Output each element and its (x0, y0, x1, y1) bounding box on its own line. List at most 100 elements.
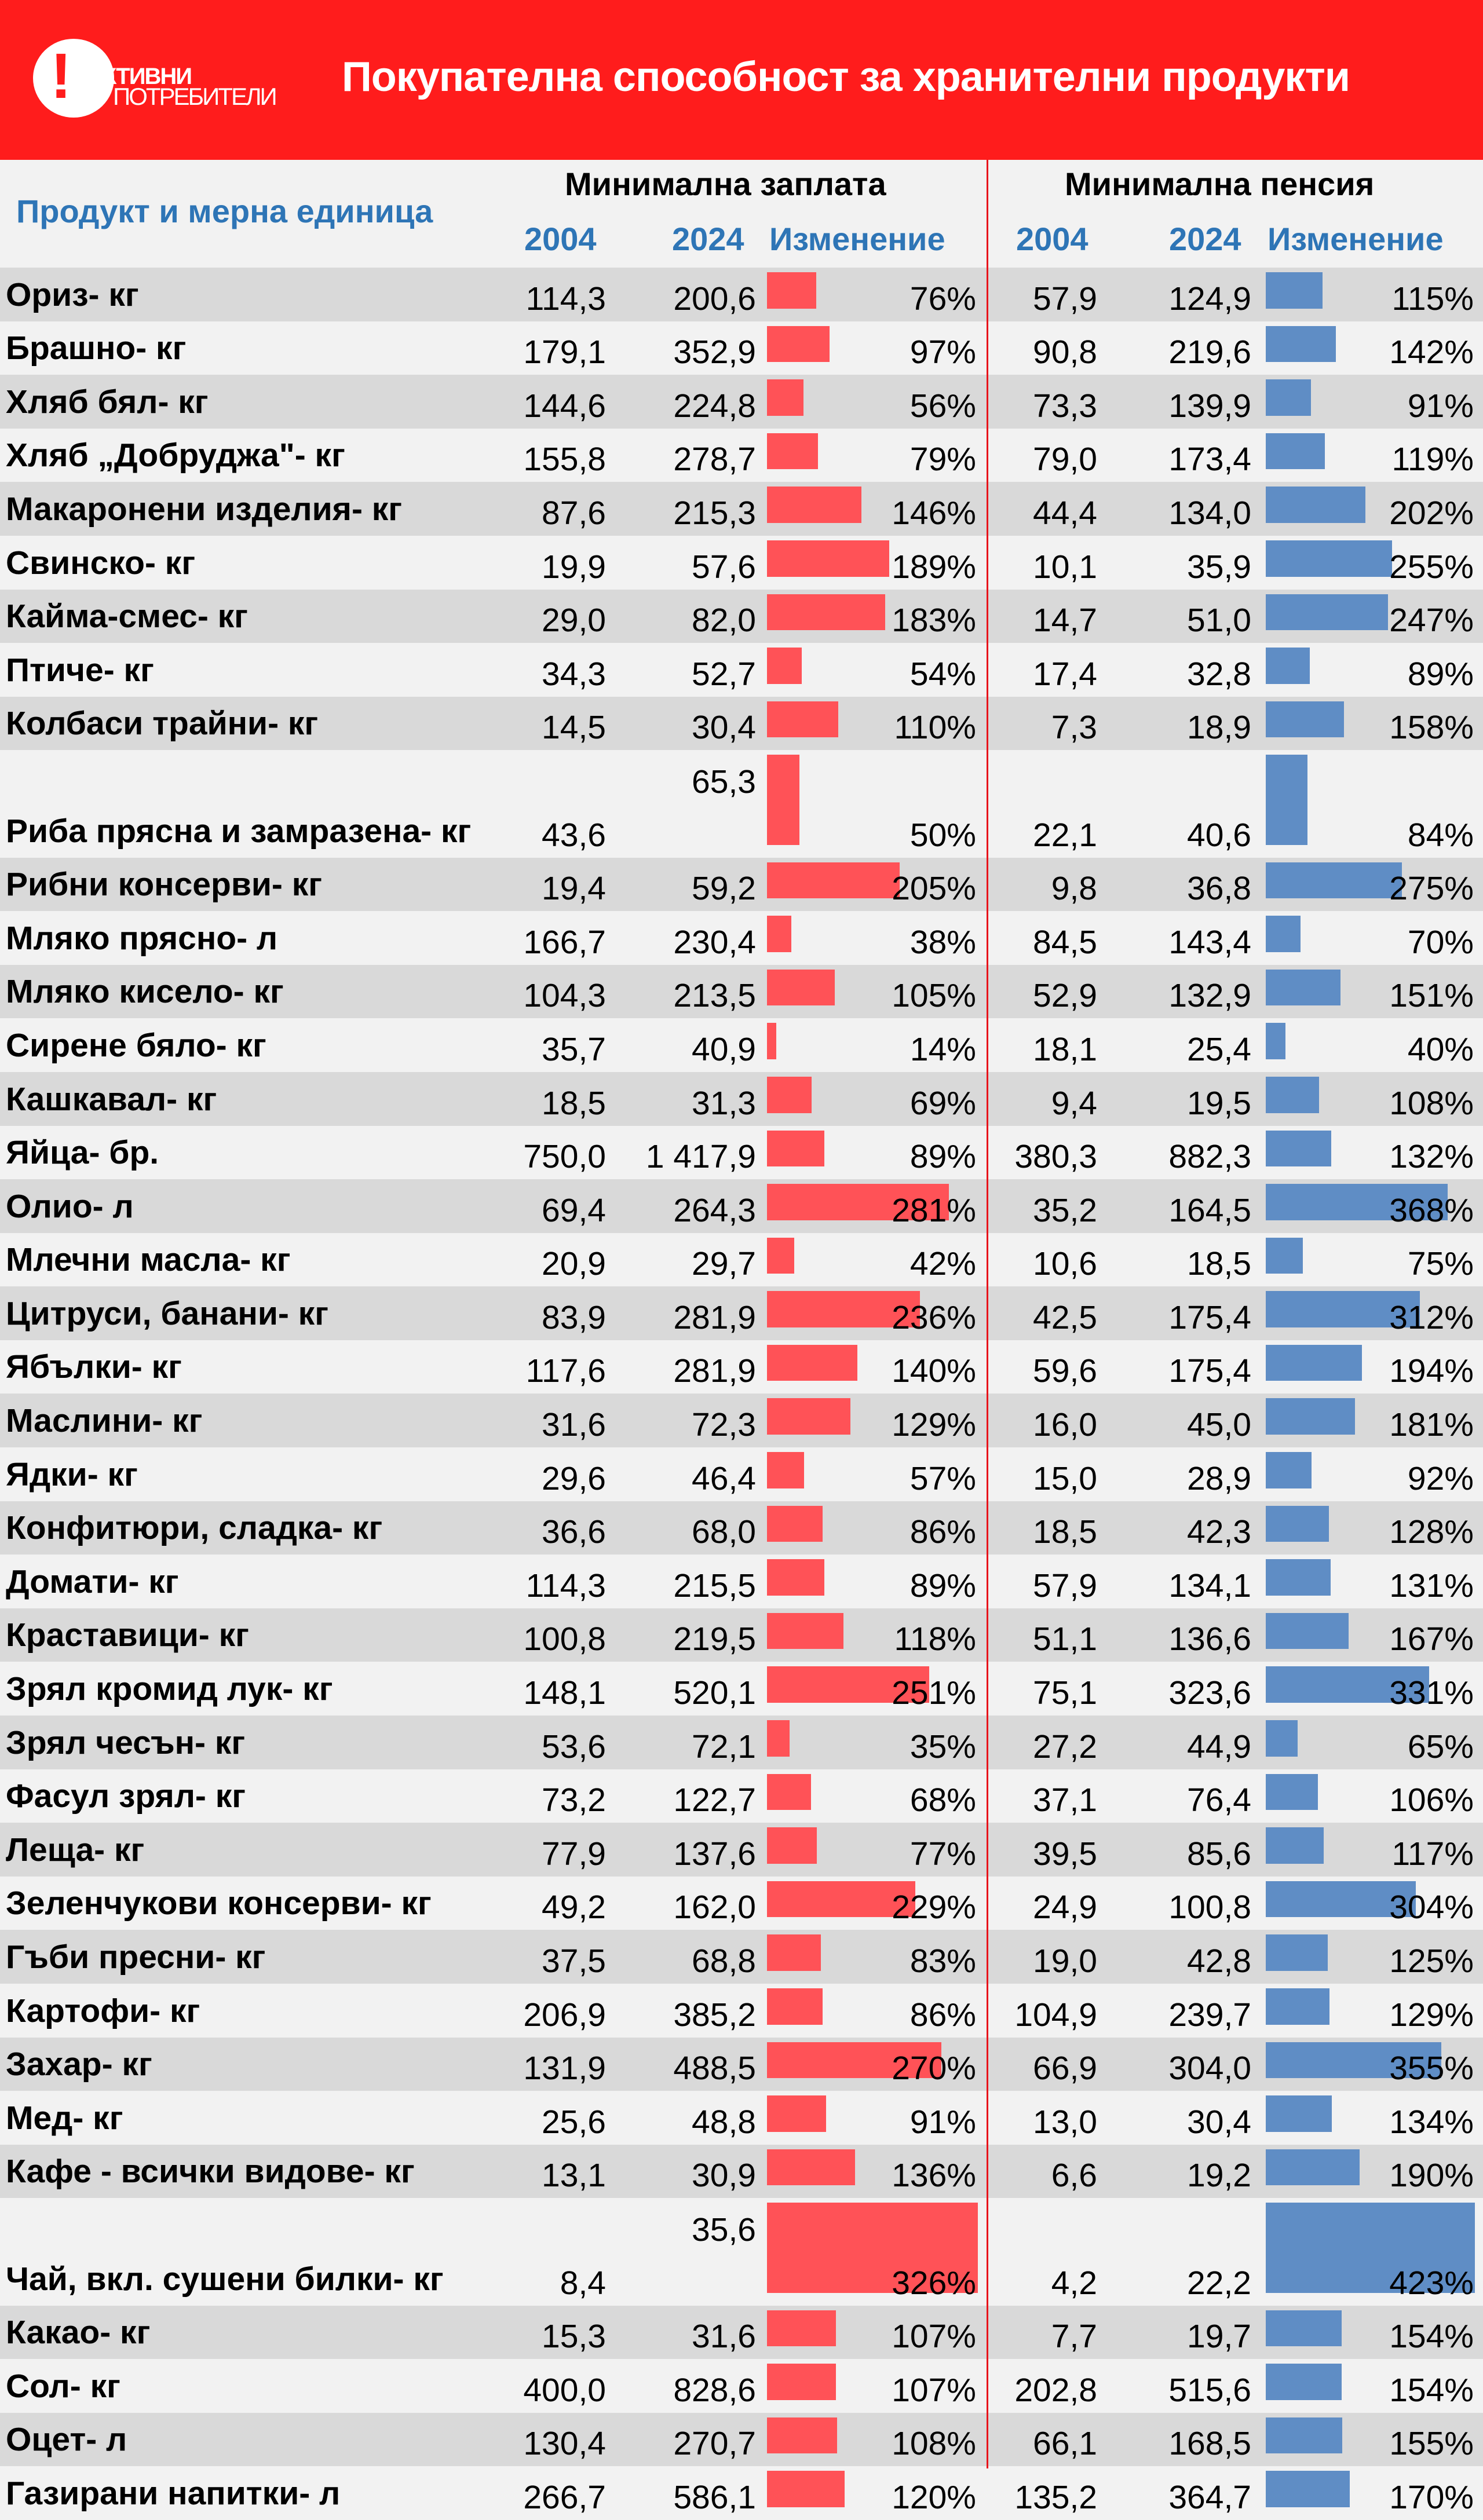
pension-change-bar (1266, 2095, 1332, 2132)
pension-2004-value: 17,4 (1033, 655, 1097, 693)
pension-change-value: 154% (1389, 2318, 1474, 2356)
product-column-header: Продукт и мерна единица (16, 193, 433, 229)
pension-change-value: 312% (1389, 1299, 1474, 1336)
pension-change-value: 134% (1389, 2103, 1474, 2141)
pension-change-bar (1266, 2149, 1360, 2186)
salary-change-value: 105% (892, 977, 976, 1015)
salary-change-bar (767, 1130, 825, 1167)
pension-2024-value: 18,5 (1187, 1245, 1251, 1283)
salary-2004-value: 69,4 (542, 1191, 606, 1229)
pension-change-value: 155% (1389, 2425, 1474, 2463)
pension-change-bar (1266, 1237, 1303, 1274)
pension-2004-value: 9,8 (1051, 870, 1097, 908)
pension-2024-value: 515,6 (1168, 2371, 1251, 2409)
pension-2024-value: 175,4 (1168, 1352, 1251, 1390)
salary-2004-value: 19,9 (542, 548, 606, 586)
salary-change-value: 189% (892, 548, 976, 586)
pension-change-value: 132% (1389, 1138, 1474, 1176)
pension-change-value: 125% (1389, 1943, 1474, 1980)
table-row: Зеленчукови консерви- кг 49,2 162,0 229% 24,… (0, 1876, 1483, 1930)
salary-2004-value: 25,6 (542, 2103, 606, 2141)
table-row: Захар- кг 131,9 488,5 270% 66,9 304,0 355% (0, 2037, 1483, 2091)
pension-2004-value: 202,8 (1014, 2371, 1097, 2409)
pension-2004-value: 10,1 (1033, 548, 1097, 586)
pension-2004-value: 73,3 (1033, 387, 1097, 425)
salary-change-bar (767, 325, 830, 363)
salary-change-value: 14% (909, 1030, 976, 1068)
salary-change-bar (767, 648, 802, 684)
pension-change-bar (1266, 379, 1311, 416)
table-row: Млечни масла- кг 20,9 29,7 42% 10,6 18,5 75% (0, 1232, 1483, 1287)
table-row: Яйца- бр. 750,0 1 417,9 89% 380,3 882,3 132% (0, 1125, 1483, 1180)
salary-change-value: 108% (892, 2425, 976, 2463)
table-row: Гъби пресни- кг 37,5 68,8 83% 19,0 42,8 125% (0, 1930, 1483, 1984)
salary-change-bar (767, 1881, 915, 1918)
pension-change-bar (1266, 1291, 1420, 1327)
salary-change-bar (767, 487, 862, 523)
salary-change-bar (767, 1559, 825, 1596)
salary-change-value: 97% (909, 334, 976, 371)
pension-change-value: 331% (1389, 1674, 1474, 1712)
pension-change-value: 158% (1389, 709, 1474, 747)
product-name: Мляко прясно- л (6, 919, 278, 957)
salary-change-value: 50% (909, 816, 976, 854)
salary-change-value: 118% (894, 1621, 976, 1658)
salary-2004-value: 131,9 (523, 2050, 606, 2087)
pension-2004-value: 51,1 (1033, 1621, 1097, 1658)
pension-2004-value: 16,0 (1033, 1406, 1097, 1444)
salary-2004-value: 77,9 (542, 1835, 606, 1872)
table-row: Птиче- кг 34,3 52,7 54% 17,4 32,8 89% (0, 643, 1483, 697)
product-name: Колбаси трайни- кг (6, 705, 319, 743)
pension-2004-value: 24,9 (1033, 1889, 1097, 1926)
salary-change-bar (767, 1612, 843, 1649)
product-name: Ядки- кг (6, 1455, 138, 1493)
salary-2024-value: 29,7 (692, 1245, 756, 1283)
product-name: Кайма-смес- кг (6, 598, 248, 635)
salary-2004-value: 29,6 (542, 1460, 606, 1497)
salary-2004-value: 37,5 (542, 1943, 606, 1980)
salary-2004-value: 73,2 (542, 1782, 606, 1819)
salary-2004-value: 179,1 (523, 334, 606, 371)
table-row: Сол- кг 400,0 828,6 107% 202,8 515,6 154% (0, 2359, 1483, 2413)
salary-change-bar (767, 1184, 949, 1220)
pension-change-bar (1266, 325, 1336, 363)
pension-2004-value: 27,2 (1033, 1728, 1097, 1765)
pension-2024-value: 36,8 (1187, 870, 1251, 908)
salary-2024-value: 68,0 (692, 1513, 756, 1551)
logo: ! (33, 39, 114, 118)
salary-2024-value: 213,5 (673, 977, 756, 1015)
page-title: Покупателна способност за хранителни про… (342, 54, 1350, 100)
pension-2004-value: 6,6 (1051, 2157, 1097, 2195)
salary-2024-value: 35,6 (692, 2211, 756, 2248)
salary-change-value: 107% (892, 2318, 976, 2356)
product-name: Риба прясна и замразена- кг (6, 812, 472, 850)
pension-2024-value: 76,4 (1187, 1782, 1251, 1819)
pension-2024-value: 51,0 (1187, 602, 1251, 639)
salary-change-bar (767, 2364, 837, 2400)
pension-2024-value: 19,7 (1187, 2318, 1251, 2356)
pension-2004-value: 10,6 (1033, 1245, 1097, 1283)
salary-change-value: 110% (894, 709, 976, 747)
salary-change-bar (767, 2471, 845, 2507)
salary-change-bar (767, 1291, 920, 1327)
salary-change-bar (767, 1827, 817, 1864)
exclamation-icon: ! (50, 41, 72, 112)
pension-2004-value: 18,5 (1033, 1513, 1097, 1551)
salary-change-value: 91% (909, 2103, 976, 2141)
salary-2004-value: 155,8 (523, 441, 606, 478)
salary-2004-header: 2004 (524, 221, 597, 257)
product-name: Ориз- кг (6, 276, 139, 313)
pension-change-bar (1266, 1612, 1349, 1649)
pension-change-bar (1266, 2203, 1475, 2293)
pension-change-value: 65% (1407, 1728, 1474, 1765)
salary-change-bar (767, 862, 900, 899)
product-name: Ябълки- кг (6, 1348, 182, 1386)
table-row: Сирене бяло- кг 35,7 40,9 14% 18,1 25,4 40% (0, 1018, 1483, 1072)
pension-change-value: 89% (1407, 655, 1474, 693)
pension-2004-value: 75,1 (1033, 1674, 1097, 1712)
salary-change-value: 77% (909, 1835, 976, 1872)
salary-change-value: 136% (892, 2157, 976, 2195)
salary-2004-value: 31,6 (542, 1406, 606, 1444)
pension-change-bar (1266, 1827, 1324, 1864)
group-header-salary: Минимална заплата (565, 166, 886, 202)
